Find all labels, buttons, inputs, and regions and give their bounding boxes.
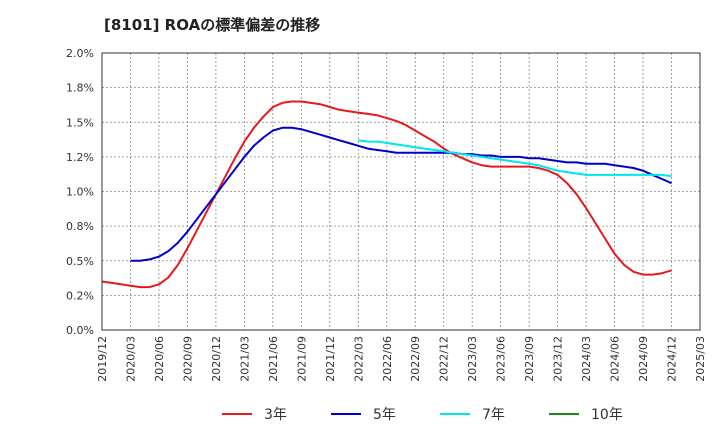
y-tick-label: 1.8% xyxy=(66,82,94,95)
grid xyxy=(101,52,701,331)
legend-label-1: 5年 xyxy=(373,407,396,423)
y-tick-label: 0.2% xyxy=(66,289,94,302)
y-tick-label: 2.0% xyxy=(66,47,94,60)
x-tick-label: 2022/03 xyxy=(352,336,365,382)
x-axis-ticks: 2019/12 2020/03 2020/06 2020/09 2020/12 2021/… xyxy=(96,336,707,382)
x-tick-label: 2025/03 xyxy=(694,336,707,382)
legend-label-2: 7年 xyxy=(482,407,505,423)
x-tick-label: 2020/09 xyxy=(181,336,194,382)
x-tick-label: 2020/06 xyxy=(153,336,166,382)
x-tick-label: 2023/03 xyxy=(466,336,479,382)
x-tick-label: 2022/09 xyxy=(409,336,422,382)
x-tick-label: 2023/09 xyxy=(523,336,536,382)
x-tick-label: 2022/12 xyxy=(438,336,451,382)
y-tick-label: 0.8% xyxy=(66,220,94,233)
chart-title: [8101] ROAの標準偏差の推移 xyxy=(104,16,321,34)
x-tick-label: 2021/06 xyxy=(267,336,280,382)
y-tick-label: 1.0% xyxy=(66,186,94,199)
x-tick-label: 2021/12 xyxy=(324,336,337,382)
x-tick-label: 2024/06 xyxy=(609,336,622,382)
x-tick-label: 2021/09 xyxy=(295,336,308,382)
x-tick-label: 2024/03 xyxy=(580,336,593,382)
x-tick-label: 2019/12 xyxy=(96,336,109,382)
series-line-2 xyxy=(358,139,672,178)
y-tick-label: 0.5% xyxy=(66,255,94,268)
legend-label-0: 3年 xyxy=(264,407,287,423)
x-tick-label: 2024/09 xyxy=(637,336,650,382)
series-line-0 xyxy=(101,100,672,289)
y-tick-label: 1.5% xyxy=(66,116,94,129)
legend: 3年 5年 7年 10年 xyxy=(222,407,623,423)
x-tick-label: 2024/12 xyxy=(666,336,679,382)
y-tick-label: 0.0% xyxy=(66,324,94,337)
series-lines xyxy=(101,100,672,289)
x-tick-label: 2022/06 xyxy=(381,336,394,382)
x-tick-label: 2020/03 xyxy=(124,336,137,382)
y-tick-label: 1.2% xyxy=(66,151,94,164)
y-axis-ticks: 0.0% 0.2% 0.5% 0.8% 1.0% 1.2% 1.5% 1.8% 2.0% xyxy=(66,47,94,337)
series-line-1 xyxy=(130,126,672,262)
plot-frame xyxy=(101,52,701,331)
x-tick-label: 2023/12 xyxy=(552,336,565,382)
x-tick-label: 2021/03 xyxy=(238,336,251,382)
legend-label-3: 10年 xyxy=(591,407,623,423)
x-tick-label: 2023/06 xyxy=(495,336,508,382)
x-tick-label: 2020/12 xyxy=(210,336,223,382)
